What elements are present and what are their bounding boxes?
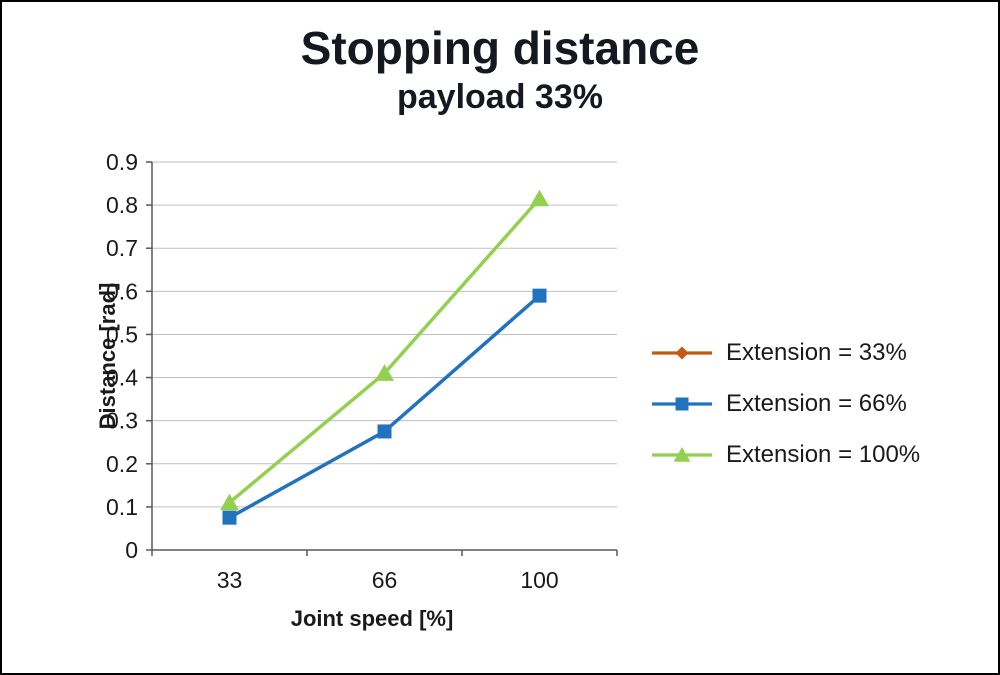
y-tick-label: 0.7 [106, 235, 138, 261]
triangle-marker-icon [673, 447, 691, 462]
y-axis-title: Distance [rad] [95, 282, 120, 430]
y-tick-label: 0.4 [106, 365, 138, 391]
triangle-marker-icon [530, 189, 549, 207]
series-line [227, 196, 542, 505]
chart-title: Stopping distance [300, 22, 700, 74]
square-marker-icon [222, 510, 237, 525]
diamond-marker-icon [675, 346, 689, 360]
legend-label: Extension = 66% [726, 390, 907, 417]
y-tick-label: 0.9 [106, 149, 138, 175]
y-tick-label: 0.2 [106, 451, 138, 477]
square-marker-icon [652, 397, 712, 411]
y-tick-label: 0.5 [106, 321, 138, 347]
y-tick-label: 0.8 [106, 192, 138, 218]
triangle-marker-icon [375, 364, 394, 381]
chart-header: Stopping distance payload 33% [2, 22, 998, 118]
legend: Extension = 33% Extension = 66% Extensio… [650, 338, 920, 470]
legend-label: Extension = 33% [726, 339, 907, 366]
x-tick-label: 100 [520, 567, 558, 593]
chart-subtitle: payload 33% [397, 77, 603, 116]
y-tick-label: 0.6 [106, 278, 138, 304]
diamond-marker-icon [652, 346, 712, 360]
square-marker-icon [675, 397, 689, 411]
square-marker-icon [377, 424, 392, 439]
y-tick-label: 0.1 [106, 494, 138, 520]
legend-item: Extension = 66% [650, 389, 920, 419]
x-tick-label: 66 [372, 567, 398, 593]
legend-label: Extension = 100% [726, 441, 921, 468]
x-axis-title: Joint speed [%] [290, 606, 454, 631]
series-line [227, 293, 542, 520]
legend-item: Extension = 33% [650, 338, 920, 368]
series-line [228, 294, 541, 520]
y-tick-label: 0.3 [106, 408, 138, 434]
x-tick-label: 33 [217, 567, 243, 593]
y-tick-label: 0 [125, 537, 138, 563]
triangle-marker-icon [652, 447, 712, 462]
triangle-marker-icon [220, 493, 239, 511]
square-marker-icon [532, 288, 547, 303]
legend-item: Extension = 100% [650, 440, 920, 470]
